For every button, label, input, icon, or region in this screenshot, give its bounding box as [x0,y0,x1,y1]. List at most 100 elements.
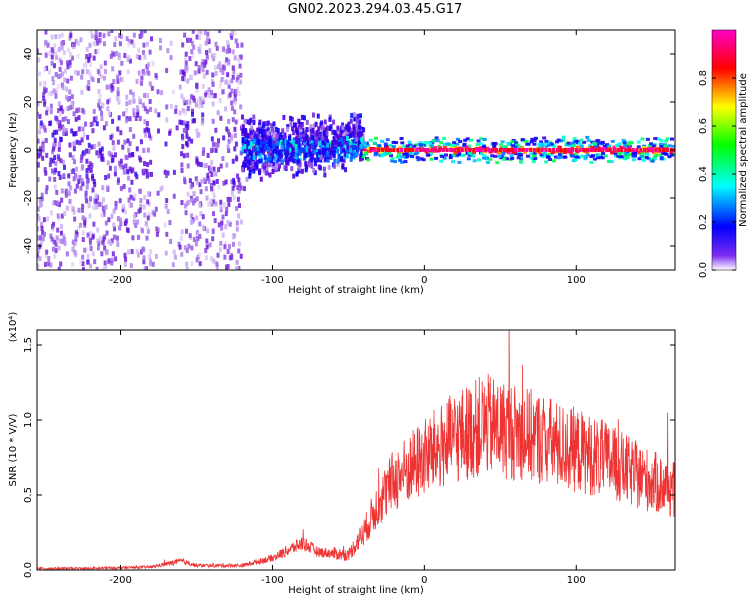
spectrogram-y-tick-label: -40 [23,238,34,254]
heatmap-cell [498,143,503,147]
heatmap-cell [89,61,93,67]
heatmap-cell [121,204,125,210]
heatmap-cell [61,116,65,122]
heatmap-cell [172,169,176,175]
heatmap-cell [328,126,332,132]
heatmap-cell [37,57,41,63]
heatmap-cell [272,121,276,127]
heatmap-cell [126,249,130,255]
heatmap-cell [209,90,213,96]
heatmap-cell [640,137,645,141]
heatmap-cell [248,119,252,125]
heatmap-cell [80,137,84,143]
heatmap-cell [227,118,231,124]
heatmap-cell [440,154,445,158]
heatmap-cell [288,115,292,121]
heatmap-cell [50,236,54,242]
heatmap-cell [92,55,96,61]
heatmap-cell [400,155,405,159]
heatmap-cell [130,249,134,255]
heatmap-cell [341,125,345,131]
heatmap-cell [230,179,234,185]
heatmap-cell [131,167,135,173]
heatmap-cell [617,154,622,158]
heatmap-cell [138,115,142,121]
heatmap-cell [109,134,113,140]
heatmap-cell [59,223,63,229]
heatmap-cell [183,176,187,182]
heatmap-ridge-cell [521,148,525,152]
heatmap-cell [207,87,211,93]
heatmap-cell [499,146,504,150]
heatmap-cell [240,42,244,48]
heatmap-cell [328,140,332,146]
heatmap-cell [557,152,562,156]
heatmap-cell [59,136,63,142]
heatmap-cell [123,262,127,268]
heatmap-cell [201,214,205,220]
heatmap-cell [64,130,68,136]
heatmap-cell [181,108,185,114]
heatmap-cell [492,144,497,148]
heatmap-cell [138,33,142,39]
heatmap-cell [433,146,438,150]
heatmap-cell [290,152,294,158]
heatmap-cell [237,203,241,209]
heatmap-cell [69,52,73,58]
heatmap-cell [197,46,201,52]
heatmap-cell [243,131,247,137]
heatmap-cell [117,52,121,58]
heatmap-cell [74,174,78,180]
heatmap-cell [226,72,230,78]
heatmap-cell [67,191,71,197]
heatmap-cell [526,142,531,146]
heatmap-cell [88,237,92,243]
heatmap-cell [222,135,226,141]
heatmap-cell [356,141,360,147]
heatmap-cell [226,264,230,270]
heatmap-cell [580,154,585,158]
heatmap-ridge-cell [487,148,491,152]
heatmap-cell [114,200,118,206]
heatmap-cell [57,156,61,162]
heatmap-cell [600,156,605,160]
heatmap-cell [165,231,169,237]
heatmap-cell [72,131,76,137]
heatmap-cell [490,154,495,158]
heatmap-cell [366,144,371,148]
heatmap-cell [37,161,40,167]
heatmap-cell [355,137,359,143]
heatmap-cell [202,96,206,102]
heatmap-cell [133,193,137,199]
heatmap-cell [190,49,194,55]
heatmap-cell [649,142,654,146]
heatmap-cell [50,168,54,174]
heatmap-cell [544,160,549,164]
heatmap-cell [74,234,78,240]
heatmap-cell [286,150,290,156]
heatmap-cell [94,115,98,121]
heatmap-cell [43,80,47,86]
heatmap-cell [128,187,132,193]
heatmap-cell [484,157,489,161]
heatmap-cell [81,261,85,267]
heatmap-cell [492,147,497,151]
heatmap-cell [636,140,641,144]
heatmap-cell [114,36,118,42]
heatmap-cell [95,266,99,270]
heatmap-cell [350,112,354,118]
heatmap-cell [186,191,190,197]
heatmap-cell [194,61,198,67]
heatmap-cell [97,201,101,207]
heatmap-ridge-cell [665,148,669,152]
heatmap-cell [122,184,126,190]
heatmap-cell [285,153,289,159]
heatmap-cell [109,53,113,59]
heatmap-cell [516,156,521,160]
heatmap-cell [326,139,330,145]
heatmap-cell [163,169,167,175]
heatmap-cell [81,126,85,132]
heatmap-cell [56,84,60,90]
heatmap-cell [225,57,229,63]
heatmap-cell [553,155,558,159]
